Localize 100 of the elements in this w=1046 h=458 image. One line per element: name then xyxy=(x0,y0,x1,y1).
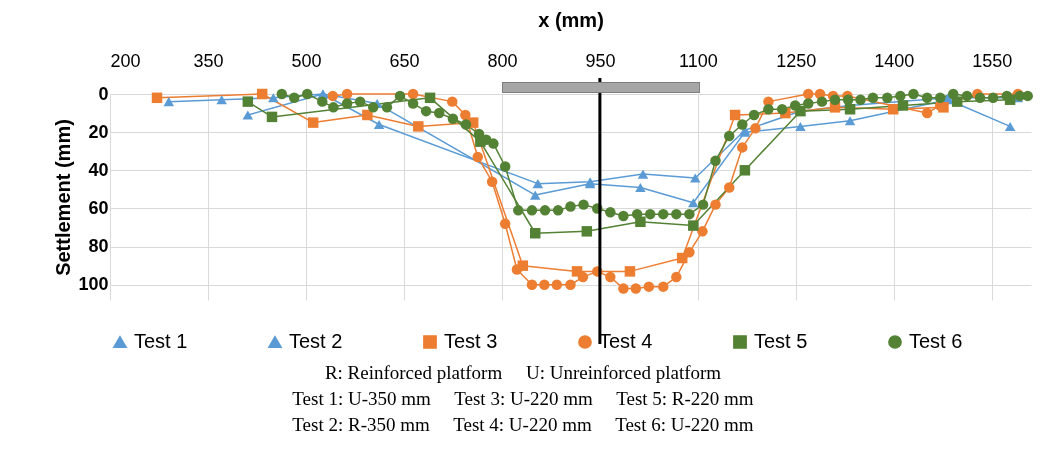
point xyxy=(242,110,254,120)
point xyxy=(367,102,379,113)
point xyxy=(413,121,424,132)
point xyxy=(420,105,432,117)
x-tick-label: 500 xyxy=(291,50,322,71)
point xyxy=(552,205,564,216)
point xyxy=(723,182,735,193)
point xyxy=(373,119,385,130)
point xyxy=(934,92,946,104)
point xyxy=(302,88,313,100)
point xyxy=(697,199,709,210)
point xyxy=(424,92,436,104)
point xyxy=(737,142,748,153)
point xyxy=(842,94,854,105)
point xyxy=(671,208,682,220)
text: Test 1: U-350 mm Test 3: U-220 mm Test 5: R-220 mm xyxy=(291,387,755,411)
x-tick-label: 800 xyxy=(487,50,518,71)
point xyxy=(551,279,563,290)
x-tick-label: 1550 xyxy=(972,50,1013,71)
point xyxy=(643,281,655,292)
point xyxy=(460,109,471,121)
point xyxy=(630,283,642,294)
point xyxy=(803,98,814,109)
point xyxy=(216,95,227,105)
y-tick-label: 60 xyxy=(88,197,109,218)
point xyxy=(987,92,999,104)
point xyxy=(723,130,735,142)
point xyxy=(499,218,511,229)
text: Test 2: R-350 mm Test 4: U-220 mm Test 6: U-220 mm xyxy=(291,413,755,437)
point xyxy=(511,264,523,275)
point xyxy=(407,98,419,109)
point xyxy=(1022,90,1033,102)
point xyxy=(526,279,538,290)
point xyxy=(671,271,682,283)
point xyxy=(688,198,699,208)
point xyxy=(288,92,300,104)
point xyxy=(581,226,593,237)
point xyxy=(268,93,279,103)
point xyxy=(328,102,339,113)
point xyxy=(887,104,899,115)
point xyxy=(684,247,695,258)
point xyxy=(748,109,760,121)
point xyxy=(578,199,589,210)
point xyxy=(658,208,669,220)
point xyxy=(354,96,366,107)
point xyxy=(635,182,646,192)
point xyxy=(1001,90,1013,102)
point xyxy=(908,88,919,100)
point xyxy=(637,169,649,179)
x-tick-label: 950 xyxy=(585,50,616,71)
x-tick-label: 650 xyxy=(389,50,420,71)
point xyxy=(447,96,458,107)
point xyxy=(644,208,656,220)
point xyxy=(803,88,814,100)
point xyxy=(499,161,511,172)
point xyxy=(763,104,774,115)
x-tick-label: 1100 xyxy=(679,50,718,71)
point xyxy=(624,266,636,277)
point xyxy=(460,119,472,130)
point xyxy=(750,123,761,134)
point xyxy=(829,94,841,105)
x-axis-title: x (mm) xyxy=(538,8,604,31)
point xyxy=(539,279,550,290)
point xyxy=(539,205,551,216)
point xyxy=(565,201,576,212)
point xyxy=(605,207,616,218)
point xyxy=(447,113,459,125)
point xyxy=(684,208,695,220)
x-tick-label: 1250 xyxy=(776,50,817,71)
point xyxy=(307,117,319,128)
point xyxy=(816,96,828,107)
point xyxy=(789,100,801,111)
point xyxy=(565,279,576,290)
point xyxy=(266,111,278,123)
point xyxy=(381,102,393,113)
x-tick-label: 1400 xyxy=(874,50,915,71)
point xyxy=(710,155,721,166)
point xyxy=(532,179,544,189)
point xyxy=(317,96,328,107)
point xyxy=(658,281,669,292)
y-tick-label: 80 xyxy=(88,236,109,257)
point xyxy=(867,92,879,104)
point xyxy=(341,88,353,100)
point xyxy=(921,107,933,119)
point xyxy=(605,271,616,283)
point xyxy=(151,92,163,104)
point xyxy=(729,109,741,121)
y-tick-label: 40 xyxy=(88,159,109,180)
point xyxy=(488,138,499,149)
x-tick-label: 200 xyxy=(110,50,141,71)
x-tick-label: 350 xyxy=(193,50,224,71)
legend-label: Test 6 xyxy=(909,330,963,352)
point xyxy=(697,226,708,237)
point xyxy=(737,119,748,130)
point xyxy=(433,107,445,119)
legend-label: Test 4 xyxy=(599,330,653,352)
point xyxy=(341,98,353,109)
legend-label: Test 3 xyxy=(444,330,498,352)
point xyxy=(529,228,541,239)
point xyxy=(844,116,856,126)
